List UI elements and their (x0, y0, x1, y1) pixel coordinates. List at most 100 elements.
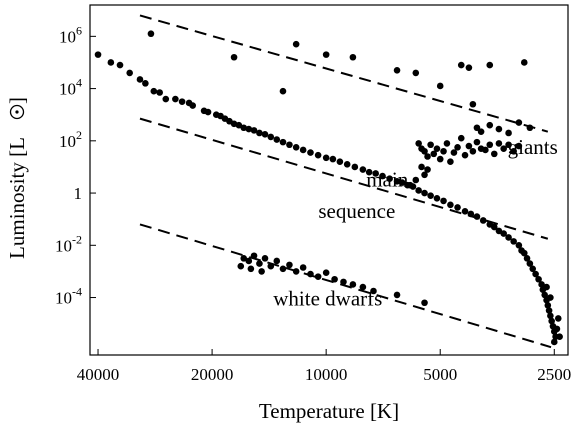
sun-symbol-dot (15, 110, 19, 114)
supergiants-point (230, 53, 238, 61)
main-sequence-point (532, 270, 539, 278)
y-tick-label: 104 (59, 76, 82, 99)
main-sequence-point (547, 312, 554, 320)
main-sequence-point (523, 255, 531, 262)
supergiants-point (147, 30, 155, 38)
main-sequence-point (307, 149, 314, 156)
main-sequence-point (372, 170, 380, 177)
data-points (94, 30, 563, 346)
main-sequence-point (292, 144, 300, 151)
main-sequence-point (136, 76, 144, 83)
main-sequence-point (440, 197, 447, 205)
x-ticks: 40000 20000 10000 5000 2500 (77, 349, 571, 384)
main-sequence-point (314, 151, 322, 159)
annotation-sequence: sequence (318, 199, 395, 223)
main-sequence-point (235, 121, 243, 129)
main-sequence-point (359, 166, 367, 173)
main-sequence-point (547, 294, 554, 301)
giants-point (440, 147, 447, 155)
white-dwarfs-point (256, 260, 263, 267)
giants-point (406, 181, 414, 189)
main-sequence-point (447, 201, 454, 209)
main-sequence-point (286, 141, 293, 149)
reference-lines (139, 14, 552, 349)
main-sequence-point (329, 155, 337, 163)
y-axis-label-text: Luminosity [L (5, 137, 29, 259)
supergiants-point (465, 64, 473, 71)
white-dwarfs-point (359, 283, 367, 291)
annotations: giants main sequence white dwarfs (273, 135, 558, 310)
main-sequence-point (520, 249, 528, 257)
main-sequence-point (543, 283, 550, 291)
x-tick-label: 2500 (537, 365, 571, 384)
main-sequence-point (256, 129, 263, 137)
white-dwarfs-point (393, 291, 401, 299)
giants-point (421, 147, 428, 155)
giants-point (443, 140, 451, 147)
giants-point (450, 149, 458, 156)
giants-point (424, 153, 431, 160)
giants-point (490, 150, 498, 158)
main-sequence-point (427, 192, 434, 199)
main-sequence-point (553, 325, 561, 333)
main-sequence-point (343, 161, 351, 168)
white-dwarfs-point (258, 268, 265, 275)
main-sequence-point (421, 189, 428, 197)
supergiants-point (457, 61, 465, 69)
supergiants-point (279, 87, 287, 95)
giants-point (427, 141, 434, 149)
plot-frame (89, 4, 569, 356)
giants-point (421, 171, 428, 179)
giants-point (495, 125, 503, 133)
y-tick-label: 10-4 (55, 285, 82, 308)
annotation-giants: giants (508, 135, 558, 159)
giants-point (469, 147, 477, 155)
annotation-main: main (366, 168, 408, 192)
main-sequence-point (336, 158, 344, 166)
giants-point (510, 147, 517, 155)
giants-point (447, 158, 454, 166)
white-dwarfs-point (370, 287, 377, 295)
main-sequence-point (490, 223, 498, 231)
main-sequence-point (150, 87, 158, 95)
white-dwarfs-point (292, 268, 300, 275)
giants-point (433, 145, 441, 152)
y-tick-label: 106 (59, 23, 82, 46)
giants-point (505, 141, 512, 149)
white-dwarfs-point (340, 278, 347, 286)
main-sequence-point (162, 95, 170, 103)
main-sequence-point (550, 338, 558, 346)
main-sequence-point (250, 127, 258, 134)
y-ticks: 106 104 102 1 10-2 10-4 (55, 23, 96, 308)
sun-symbol-icon (9, 104, 25, 120)
main-sequence-point (107, 59, 115, 66)
main-sequence-point (142, 80, 149, 87)
supergiants-point (520, 59, 528, 66)
supergiants-point (393, 66, 401, 74)
y-axis-label-close: ] (5, 97, 29, 104)
main-sequence-point (529, 265, 537, 273)
supergiants-point (412, 69, 420, 77)
main-sequence-point (544, 302, 552, 309)
main-sequence-point (351, 163, 359, 171)
giants-point (430, 150, 438, 158)
x-tick-label: 40000 (77, 365, 120, 384)
giants-point (465, 142, 473, 150)
annotation-white-dwarfs: white dwarfs (273, 286, 382, 310)
main-sequence-point (505, 234, 512, 241)
giants-point (424, 166, 431, 173)
main-sequence-point (510, 238, 517, 245)
supergiants-point (322, 51, 330, 58)
white-dwarfs-point (250, 252, 258, 260)
y-tick-label: 10-2 (55, 232, 82, 255)
dashed-reference-line-1 (139, 14, 549, 133)
white-dwarfs-point (237, 262, 245, 270)
main-sequence-point (240, 124, 248, 132)
main-sequence-point (261, 130, 269, 138)
supergiants-point (349, 53, 357, 61)
giants-point (412, 176, 420, 184)
x-axis-label: Temperature [K] (259, 399, 399, 423)
main-sequence-point (116, 61, 124, 69)
main-sequence-point (461, 208, 469, 215)
dashed-reference-line-3 (139, 223, 552, 349)
